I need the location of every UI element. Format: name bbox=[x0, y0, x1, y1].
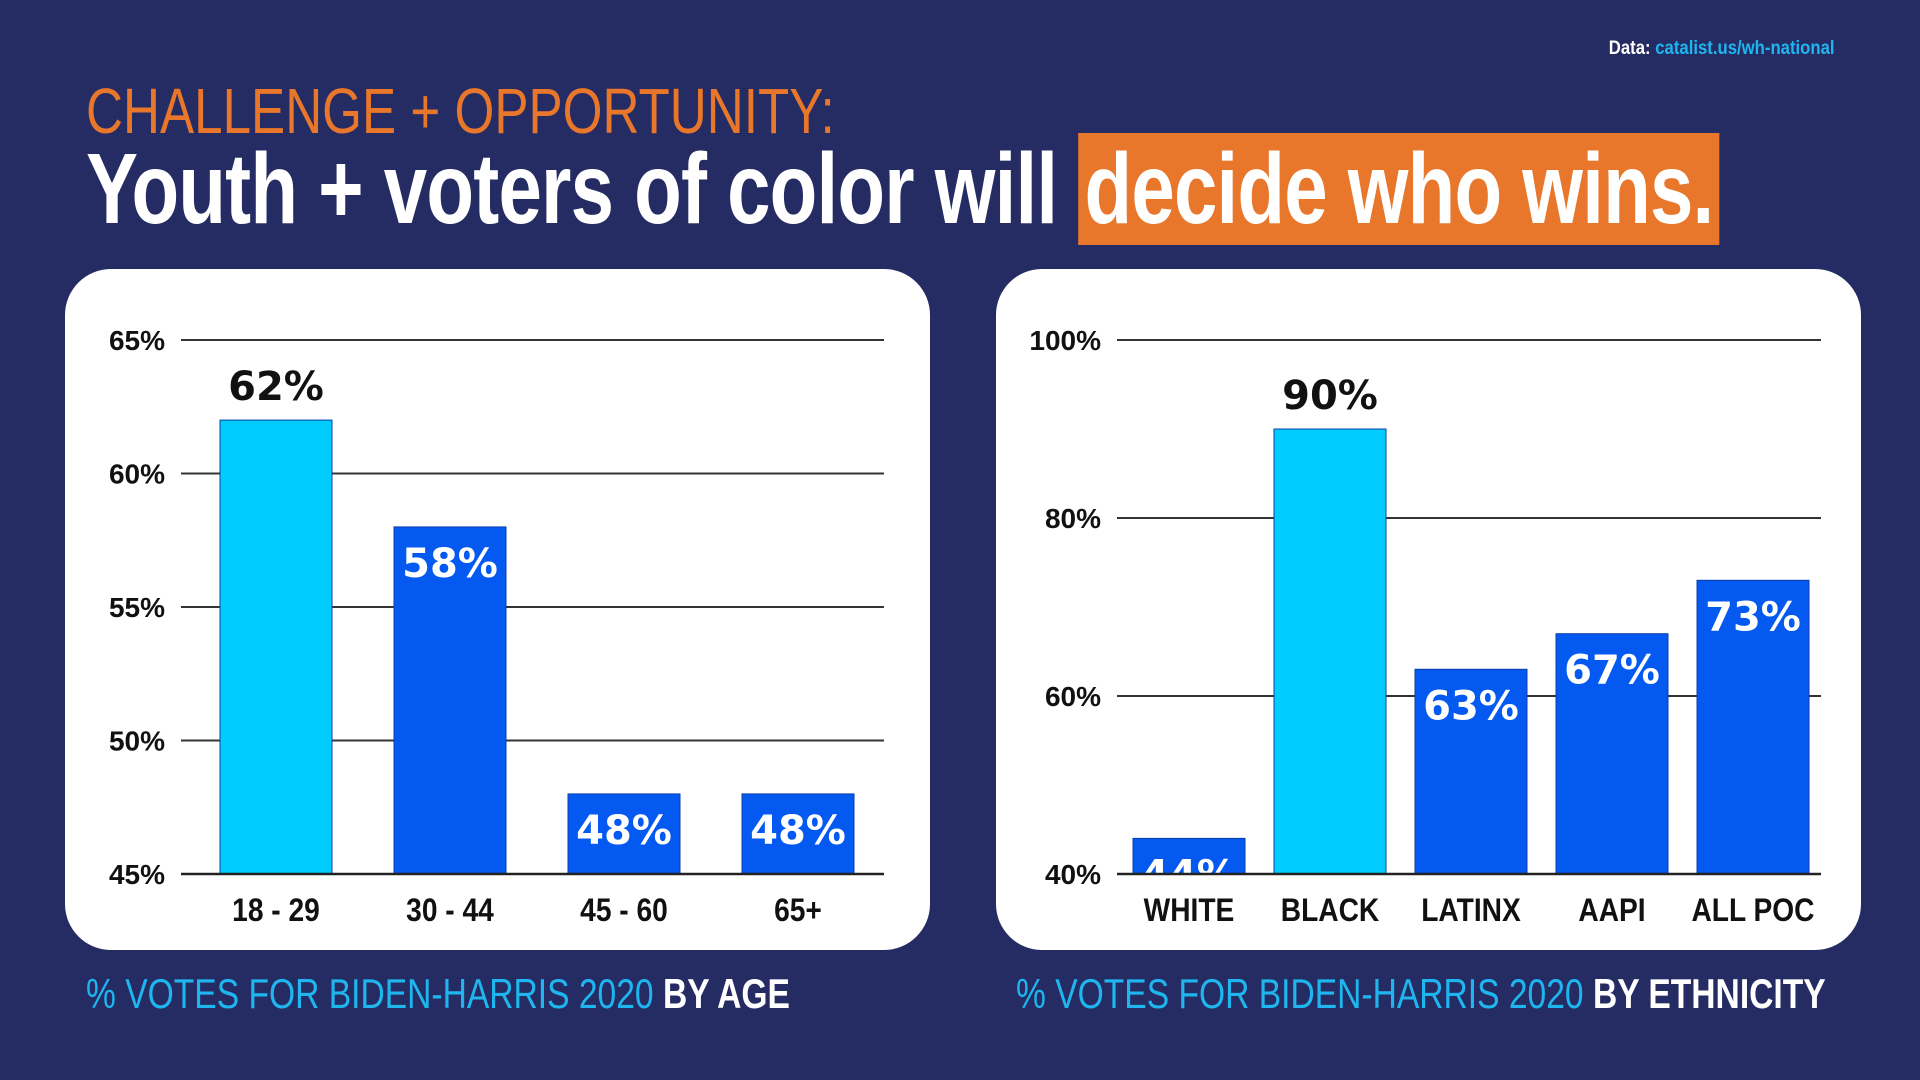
data-label: 48% bbox=[750, 808, 846, 854]
caption-emphasis: BY ETHNICITY bbox=[1592, 970, 1826, 1017]
ethnicity-bar-chart: 40% 60% 80% 100% 44%WHITE 90% BLACK 63% LATINX 67… bbox=[1029, 325, 1821, 928]
kicker-title: CHALLENGE + OPPORTUNITY: bbox=[86, 75, 835, 147]
x-tick-label: WHITE bbox=[1144, 893, 1235, 928]
y-tick-label: 45% bbox=[109, 859, 165, 890]
data-source: Data: catalist.us/wh-national bbox=[1609, 38, 1835, 60]
caption-main: % VOTES FOR BIDEN-HARRIS 2020 bbox=[1016, 970, 1584, 1017]
data-label: 67% bbox=[1564, 648, 1660, 694]
headline-highlight: decide who wins. bbox=[1078, 133, 1720, 245]
source-link[interactable]: catalist.us/wh-national bbox=[1655, 38, 1835, 59]
data-label: 90% bbox=[1282, 373, 1378, 419]
y-tick-label: 55% bbox=[109, 592, 165, 623]
age-chart-caption: % VOTES FOR BIDEN-HARRIS 2020 BY AGE bbox=[86, 970, 790, 1018]
data-label: 58% bbox=[402, 541, 498, 587]
x-tick-label: 30 - 44 bbox=[406, 893, 494, 928]
bar-all-poc bbox=[1696, 579, 1810, 875]
bar-30-44 bbox=[393, 526, 507, 875]
x-tick-label: AAPI bbox=[1578, 893, 1645, 928]
headline-plain: Youth + voters of color will bbox=[86, 133, 1058, 245]
x-tick-label: 18 - 29 bbox=[232, 893, 320, 928]
age-chart-card: 45% 50% 55% 60% 65% 62% 18 - 29 58% 30 - 44 48% 45… bbox=[65, 269, 930, 950]
bar-45-60 bbox=[567, 793, 681, 875]
headline: Youth + voters of color will decide who … bbox=[86, 132, 1720, 247]
x-tick-label: BLACK bbox=[1281, 893, 1380, 928]
data-label: 48% bbox=[576, 808, 672, 854]
x-tick-label: 45 - 60 bbox=[580, 893, 668, 928]
source-prefix: Data: bbox=[1609, 38, 1652, 59]
data-label: 44% bbox=[1141, 852, 1237, 898]
bar-black bbox=[1273, 428, 1387, 875]
bar-65- bbox=[741, 793, 855, 875]
y-tick-label: 60% bbox=[1045, 681, 1101, 712]
y-tick-label: 80% bbox=[1045, 503, 1101, 534]
data-label: 63% bbox=[1423, 683, 1519, 729]
ethnicity-chart-card: 40% 60% 80% 100% 44% WHITE 90% BLACK 63% LATINX 67… bbox=[996, 269, 1861, 950]
bar-latinx bbox=[1414, 668, 1528, 875]
bar-18-29 bbox=[219, 419, 333, 875]
y-tick-label: 40% bbox=[1045, 859, 1101, 890]
data-label: 73% bbox=[1705, 594, 1801, 640]
age-bar-chart: 45% 50% 55% 60% 65% 62% 18 - 29 58% 30 - 44 48% 45… bbox=[109, 325, 884, 928]
data-label: 62% bbox=[228, 364, 324, 410]
y-tick-label: 60% bbox=[109, 459, 165, 490]
y-tick-label: 50% bbox=[109, 726, 165, 757]
caption-emphasis: BY AGE bbox=[662, 970, 790, 1017]
y-tick-label: 65% bbox=[109, 325, 165, 356]
caption-main: % VOTES FOR BIDEN-HARRIS 2020 bbox=[86, 970, 654, 1017]
x-tick-label: ALL POC bbox=[1691, 893, 1814, 928]
x-tick-label: LATINX bbox=[1421, 893, 1521, 928]
ethnicity-chart-caption: % VOTES FOR BIDEN-HARRIS 2020 BY ETHNICI… bbox=[1016, 970, 1826, 1018]
x-tick-label: 65+ bbox=[774, 893, 822, 928]
y-tick-label: 100% bbox=[1029, 325, 1101, 356]
